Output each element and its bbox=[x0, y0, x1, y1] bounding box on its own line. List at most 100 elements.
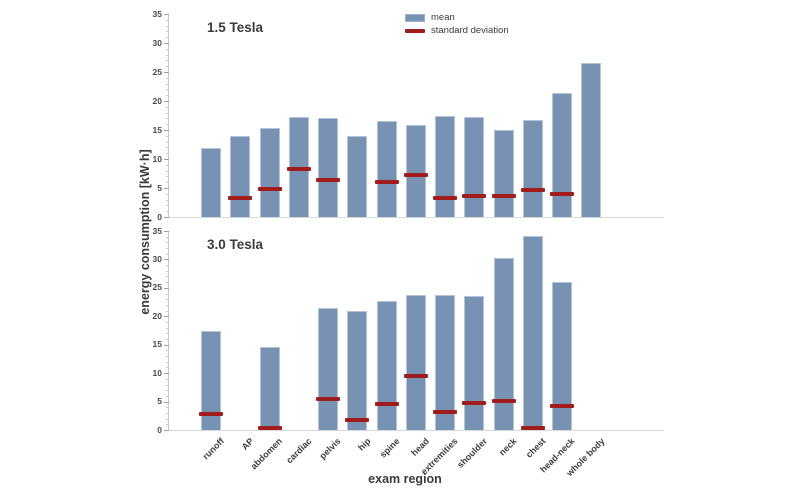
x-axis-label: exam region bbox=[368, 472, 442, 486]
y-minor-tick-mark bbox=[166, 153, 169, 155]
panel-1-5-tesla: 1.5 Tesla 0 5 10 15 20 25 30 35 bbox=[153, 9, 664, 222]
sd-marker-shoulder bbox=[462, 401, 487, 406]
y-minor-tick-mark bbox=[166, 106, 169, 108]
sd-marker-neck bbox=[491, 193, 516, 198]
y-tick-label: 15 bbox=[152, 124, 162, 135]
y-minor-tick-mark bbox=[166, 407, 169, 409]
y-minor-tick-mark bbox=[166, 299, 169, 301]
bar-shoulder bbox=[464, 296, 485, 430]
panel-title-1-5-tesla: 1.5 Tesla bbox=[207, 20, 264, 35]
x-tick-label-neck: neck bbox=[496, 436, 519, 458]
y-tick-label: 15 bbox=[152, 339, 162, 350]
y-minor-tick-mark bbox=[166, 361, 169, 363]
y-minor-tick-mark bbox=[166, 176, 169, 178]
y-minor-tick-mark bbox=[166, 236, 169, 238]
y-minor-tick-mark bbox=[166, 112, 169, 114]
sd-marker-neck bbox=[491, 399, 516, 404]
panel-title-3-0-tesla: 3.0 Tesla bbox=[207, 237, 264, 252]
y-minor-tick-mark bbox=[166, 141, 169, 143]
bar-head bbox=[405, 125, 426, 217]
sd-marker-runoff bbox=[199, 411, 223, 416]
bar-pelvis bbox=[318, 118, 338, 217]
y-minor-tick-mark bbox=[166, 83, 169, 85]
x-tick-label-shoulder: shoulder bbox=[455, 436, 490, 470]
y-tick-mark bbox=[164, 401, 169, 403]
y-tick-mark bbox=[164, 287, 169, 289]
y-minor-tick-mark bbox=[166, 135, 169, 137]
legend-item-mean: mean bbox=[405, 13, 509, 23]
y-minor-tick-mark bbox=[166, 356, 169, 358]
y-minor-tick-mark bbox=[166, 25, 169, 27]
bar-head-neck bbox=[552, 93, 572, 217]
legend-item-sd: standard deviation bbox=[405, 26, 509, 36]
y-tick-label: 30 bbox=[152, 37, 162, 48]
sd-marker-head bbox=[403, 374, 428, 378]
y-minor-tick-mark bbox=[166, 282, 169, 284]
sd-marker-pelvis bbox=[316, 396, 340, 401]
y-tick-label: 30 bbox=[152, 253, 162, 264]
y-minor-tick-mark bbox=[166, 89, 169, 91]
bar-whole body bbox=[581, 62, 602, 217]
y-tick-mark bbox=[164, 72, 169, 73]
y-tick-mark bbox=[164, 373, 169, 375]
bar-abdomen bbox=[259, 127, 280, 217]
y-tick-label: 35 bbox=[152, 8, 162, 19]
y-tick-mark bbox=[164, 43, 169, 44]
y-minor-tick-mark bbox=[166, 321, 169, 323]
y-tick-label: 5 bbox=[157, 182, 162, 193]
y-minor-tick-mark bbox=[166, 242, 169, 244]
mean-swatch-icon bbox=[405, 14, 425, 22]
y-minor-tick-mark bbox=[166, 265, 169, 267]
y-tick-mark bbox=[164, 130, 169, 131]
y-minor-tick-mark bbox=[166, 248, 169, 250]
sd-marker-chest bbox=[520, 426, 545, 430]
y-minor-tick-mark bbox=[166, 339, 169, 341]
bar-shoulder bbox=[464, 116, 485, 217]
y-minor-tick-mark bbox=[166, 147, 169, 149]
y-minor-tick-mark bbox=[166, 304, 169, 306]
bar-cardiac bbox=[288, 116, 309, 217]
sd-marker-extremities bbox=[433, 196, 457, 201]
x-tick-label-runoff: runoff bbox=[200, 436, 227, 462]
x-tick-label-spine: spine bbox=[377, 436, 402, 460]
y-minor-tick-mark bbox=[166, 193, 169, 195]
y-minor-tick-mark bbox=[166, 333, 169, 335]
y-minor-tick-mark bbox=[166, 182, 169, 184]
x-tick-label-head: head bbox=[408, 436, 431, 458]
y-minor-tick-mark bbox=[166, 124, 169, 126]
sd-marker-head bbox=[403, 173, 428, 178]
sd-marker-abdomen bbox=[257, 186, 282, 191]
bar-chest bbox=[522, 235, 543, 430]
sd-marker-head-neck bbox=[550, 404, 574, 409]
x-tick-label-hip: hip bbox=[355, 436, 373, 453]
y-minor-tick-mark bbox=[166, 66, 169, 68]
bar-chest bbox=[522, 120, 543, 217]
y-tick-mark bbox=[164, 101, 169, 102]
bar-runoff bbox=[201, 330, 221, 430]
legend-mean-label: mean bbox=[431, 12, 455, 23]
y-tick-mark bbox=[164, 217, 169, 218]
sd-marker-hip bbox=[345, 417, 370, 422]
y-tick-mark bbox=[164, 344, 169, 346]
bar-hip bbox=[347, 135, 368, 217]
y-tick-mark bbox=[164, 430, 169, 431]
x-tick-label-cardiac: cardiac bbox=[284, 436, 314, 466]
bar-hip bbox=[347, 310, 368, 430]
y-tick-label: 0 bbox=[157, 211, 162, 222]
sd-marker-spine bbox=[374, 179, 399, 184]
y-tick-label: 20 bbox=[152, 310, 162, 321]
y-minor-tick-mark bbox=[166, 327, 169, 329]
y-tick-label: 5 bbox=[157, 396, 162, 407]
y-minor-tick-mark bbox=[166, 170, 169, 172]
y-minor-tick-mark bbox=[166, 270, 169, 272]
bar-abdomen bbox=[259, 347, 280, 430]
y-minor-tick-mark bbox=[166, 412, 169, 414]
bar-runoff bbox=[201, 147, 221, 217]
y-tick-label: 25 bbox=[152, 282, 162, 293]
bar-neck bbox=[493, 130, 514, 217]
y-minor-tick-mark bbox=[166, 37, 169, 39]
bar-neck bbox=[493, 257, 514, 430]
y-tick-label: 10 bbox=[152, 153, 162, 164]
bar-head-neck bbox=[552, 281, 572, 430]
